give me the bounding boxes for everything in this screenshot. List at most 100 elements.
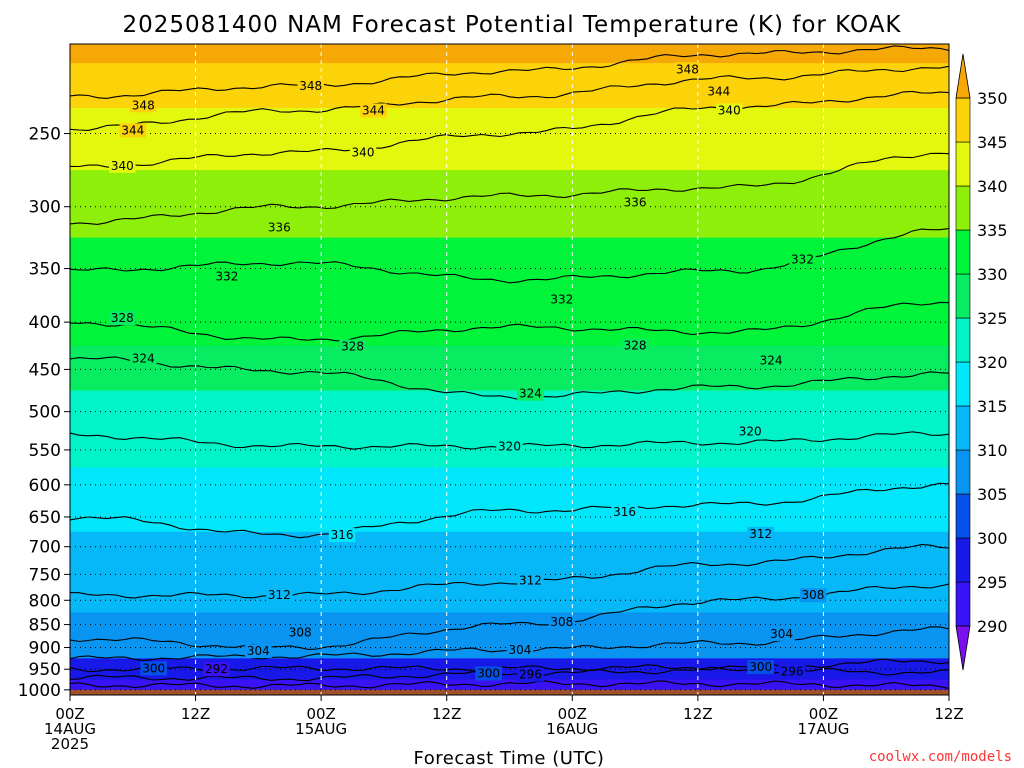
contour-label-background [109,158,136,173]
shading-band [70,531,949,562]
contour-label-background [674,62,701,77]
contour-line-328 [70,301,949,342]
contour-label-background [611,504,638,519]
ground-surface [70,689,949,695]
x-tick-label: 14AUG [44,720,96,738]
contour-label: 328 [111,311,134,325]
contour-label: 308 [802,588,825,602]
x-tick-label: 15AUG [295,720,347,738]
contour-label-background [109,311,136,326]
x-tick-label: 12Z [934,705,963,723]
shading-band [70,170,949,239]
x-tick-label: 12Z [432,705,461,723]
contour-label: 328 [624,339,647,353]
y-tick-label: 950 [29,660,61,680]
x-axis-label: Forecast Time (UTC) [414,748,605,768]
colorbar-swatch [955,317,971,363]
contour-label: 316 [613,505,636,519]
contour-label-layer: 348 348 348 344 344 344 340 340 340 336 336 332 332 3… [109,62,827,682]
contour-label: 300 [749,660,772,674]
contour-label-background [328,528,356,543]
contour-label-background [799,588,827,603]
y-tick-label: 700 [29,538,61,558]
colorbar-swatch [955,537,971,583]
shading-band [70,500,949,533]
contour-label-background [757,353,785,368]
y-tick-label: 1000 [18,681,61,701]
contour-label-background [496,439,523,454]
contour-label: 340 [352,145,375,159]
colorbar-swatch [955,185,971,231]
colorbar-tick-label: 295 [977,573,1008,592]
colorbar-swatch [955,449,971,495]
x-tick-label: 16AUG [546,720,598,738]
colorbar-tick-label: 330 [977,265,1008,284]
y-tick-label: 800 [29,591,61,611]
contour-label: 304 [770,627,793,641]
y-tick-label: 650 [29,508,61,528]
contour-label-background [130,98,157,113]
shading-band [70,237,949,296]
colorbar-swatch [955,581,971,627]
contour-label: 312 [268,588,291,602]
contour-label: 292 [205,662,228,676]
contour-label-background [621,338,649,353]
contour-label-background [119,123,147,138]
contour-label: 324 [132,352,155,366]
plot-area: 348 348 348 344 344 344 340 340 340 336 336 332 332 3… [69,43,950,696]
y-tick-label: 400 [29,313,61,333]
colorbar-tick-label: 350 [977,89,1008,108]
contour-label: 332 [550,292,573,306]
x-tick-label: 00Z [809,705,838,723]
shading-layer [70,44,949,695]
contour-label-background [266,220,293,235]
contour-label-background [789,252,816,267]
x-tick-label: 17AUG [797,720,849,738]
colorbar-tick-label: 315 [977,397,1008,416]
contour-label-background [360,103,387,118]
colorbar-swatch [955,141,971,187]
contour-label-background [130,351,157,366]
x-tick-label: 2025 [51,735,89,753]
y-tick-label: 450 [29,360,61,380]
y-tick-label: 600 [29,476,61,496]
contour-label: 336 [268,221,291,235]
shading-band [70,63,949,109]
y-tick-label: 350 [29,260,61,280]
contour-label-background [297,78,324,93]
colorbar-tick-label: 340 [977,177,1008,196]
x-tick-label: 00Z [558,705,587,723]
shading-band [70,612,949,637]
colorbar-tick-label: 290 [977,617,1008,636]
contour-label: 304 [247,644,270,658]
contour-label-background [716,103,743,118]
colorbar-tick-label: 300 [977,529,1008,548]
contour-label: 296 [519,668,542,682]
contour-label: 300 [477,666,500,680]
colorbar-swatch [955,229,971,275]
contour-line-312 [70,544,949,599]
contour-label: 312 [749,527,772,541]
colorbar-swatch [955,273,971,319]
contour-line-324 [70,356,949,401]
contour-label-background [203,662,230,677]
shading-band [70,107,949,171]
shading-band [70,658,949,681]
contour-label: 344 [121,123,144,137]
x-tick-label: 00Z [55,705,84,723]
contour-label-background [747,660,774,675]
contour-label: 316 [331,528,354,542]
contour-label: 340 [111,159,134,173]
colorbar-tick-label: 345 [977,133,1008,152]
y-tick-label: 250 [29,125,61,145]
colorbar-tick-label: 310 [977,441,1008,460]
contour-label: 340 [718,103,741,117]
colorbar-swatch [955,97,971,143]
contour-label: 296 [781,664,804,678]
contour-label: 324 [519,387,542,401]
contour-label: 348 [676,62,699,76]
shading-band [70,467,949,502]
contour-line-340 [70,90,949,169]
